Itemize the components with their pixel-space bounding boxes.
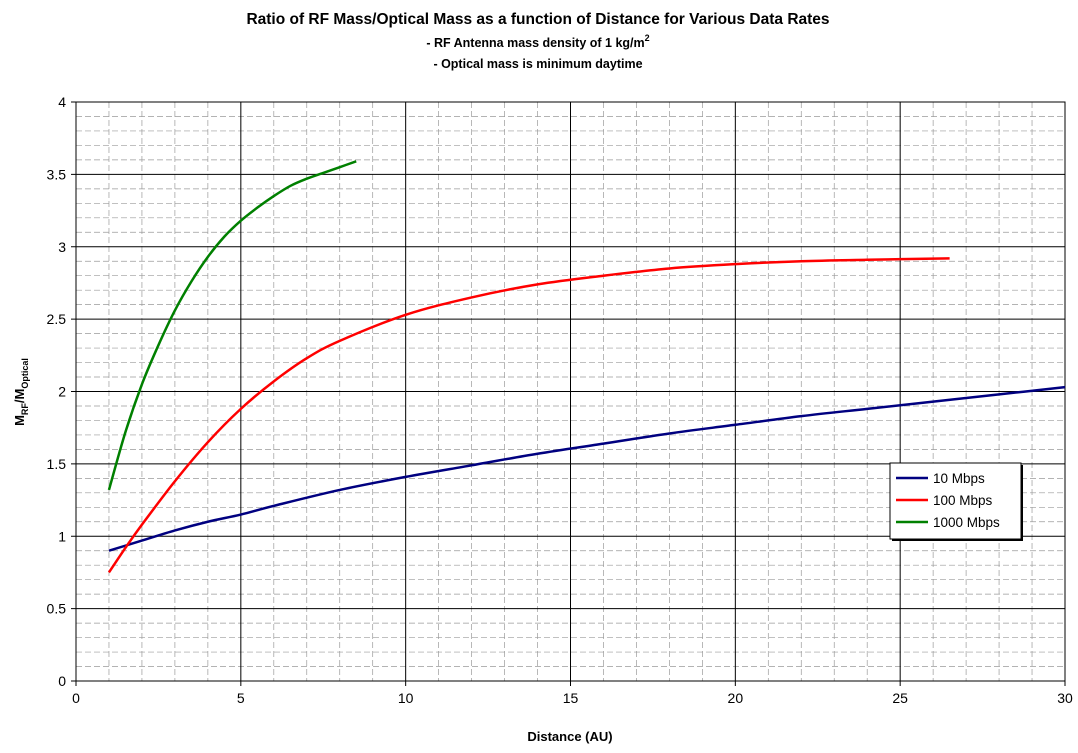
y-tick-label: 2 [58, 384, 66, 400]
y-axis-label: MRF/MOptical [12, 358, 30, 426]
y-tick-label: 4 [58, 94, 66, 110]
y-tick-label: 0 [58, 673, 66, 689]
x-tick-label: 0 [72, 690, 80, 706]
subtitle-text: - RF Antenna mass density of 1 kg/m [426, 36, 644, 50]
x-axis-ticks: 0 5 10 15 20 25 30 [72, 681, 1073, 706]
legend-label: 10 Mbps [933, 471, 985, 486]
chart-subtitle-1: - RF Antenna mass density of 1 kg/m2 [426, 33, 649, 50]
y-label-sub-optical: Optical [20, 358, 30, 389]
x-tick-label: 30 [1057, 690, 1073, 706]
x-tick-label: 5 [237, 690, 245, 706]
x-tick-label: 25 [892, 690, 908, 706]
legend-label: 1000 Mbps [933, 515, 1000, 530]
chart-subtitle-2: - Optical mass is minimum daytime [433, 57, 642, 71]
x-axis-label: Distance (AU) [527, 729, 612, 744]
y-label-sub-rf: RF [20, 403, 30, 415]
legend-box [889, 462, 1022, 540]
chart-title: Ratio of RF Mass/Optical Mass as a funct… [246, 11, 829, 28]
series-line-10-mbps [108, 385, 1066, 552]
series-line-100-mbps [107, 257, 950, 574]
y-tick-label: 1 [58, 528, 66, 544]
y-tick-label: 0.5 [47, 601, 67, 617]
y-label-mid: /M [12, 389, 27, 403]
y-axis-ticks: 0 0.5 1 1.5 2 2.5 3 3.5 4 [47, 94, 76, 689]
series-lines [107, 160, 1066, 574]
y-tick-label: 3.5 [47, 166, 67, 182]
chart-title-group: Ratio of RF Mass/Optical Mass as a funct… [246, 11, 829, 71]
y-tick-label: 2.5 [47, 311, 67, 327]
y-label-main: M [12, 415, 27, 426]
legend-label: 100 Mbps [933, 493, 993, 508]
legend: 10 Mbps 100 Mbps 1000 Mbps [889, 462, 1023, 541]
y-tick-label: 3 [58, 239, 66, 255]
y-tick-label: 1.5 [47, 456, 67, 472]
series-line-1000-mbps [107, 160, 357, 491]
x-tick-label: 15 [563, 690, 579, 706]
subtitle-superscript: 2 [645, 33, 650, 43]
x-tick-label: 10 [398, 690, 414, 706]
x-tick-label: 20 [728, 690, 744, 706]
subtitle-text: - Optical mass is minimum daytime [433, 57, 642, 71]
